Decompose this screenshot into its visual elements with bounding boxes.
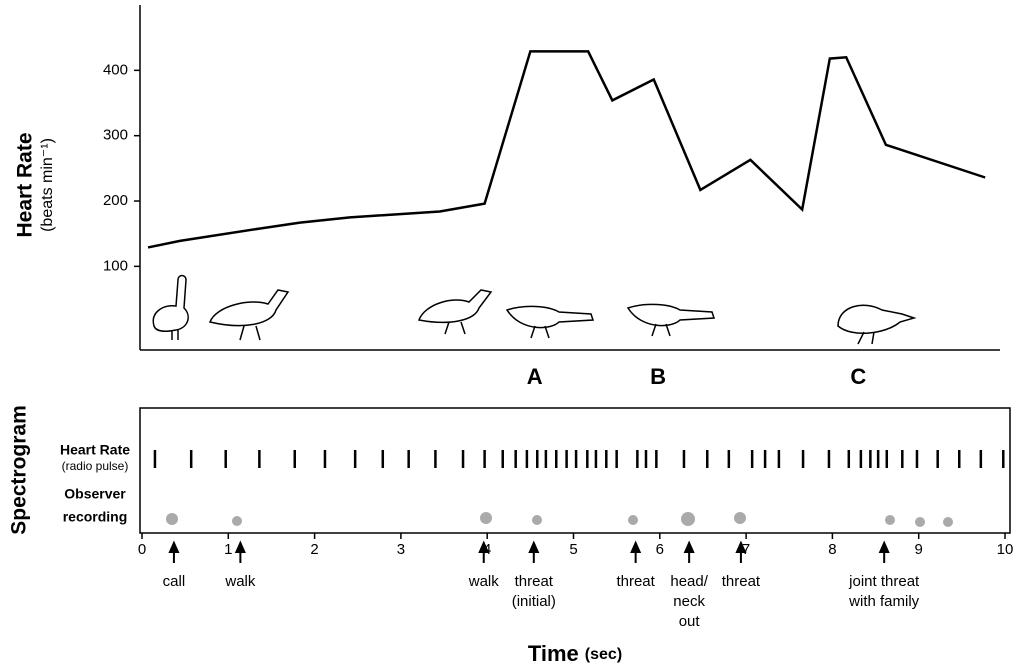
event-arrow: [683, 540, 695, 563]
x-tick-label: 1: [224, 541, 232, 558]
event-arrow: [234, 540, 246, 563]
x-axis-unit: (sec): [585, 646, 622, 663]
row-label: recording: [63, 509, 128, 525]
row-label: (radio pulse): [62, 459, 129, 473]
goose-icon: [626, 303, 716, 337]
event-label: threat: [616, 573, 655, 590]
side-label: Spectrogram: [8, 405, 31, 535]
event-label: threat: [722, 573, 761, 590]
y-tick-label: 400: [103, 61, 128, 78]
y-tick-label: 300: [103, 127, 128, 144]
event-label: joint threat: [848, 573, 920, 590]
spectrogram-frame: [139, 407, 1011, 534]
x-tick-label: 3: [397, 541, 405, 558]
goose-icon: [417, 289, 493, 335]
x-tick-label: 7: [742, 541, 750, 558]
x-tick-label: 8: [828, 541, 836, 558]
event-arrow: [735, 540, 747, 563]
annotation: B: [650, 364, 666, 389]
x-axis-title: Time (sec): [528, 641, 622, 666]
event-label: head/: [670, 573, 708, 590]
event-label: threat: [515, 573, 554, 590]
row-label: Observer: [64, 486, 126, 502]
event-label: walk: [224, 573, 256, 590]
row-label: Heart Rate: [60, 442, 130, 458]
event-label: walk: [468, 573, 500, 590]
annotation: C: [850, 364, 866, 389]
x-tick-label: 5: [569, 541, 577, 558]
x-axis-title-main: Time: [528, 641, 579, 666]
x-tick-label: 6: [656, 541, 664, 558]
x-tick-label: 0: [138, 541, 146, 558]
event-arrow: [630, 540, 642, 563]
event-label: (initial): [512, 593, 556, 610]
x-tick-label: 10: [997, 541, 1014, 558]
event-label: out: [679, 613, 701, 630]
annotation: A: [527, 364, 543, 389]
heart-rate-line: [147, 50, 986, 249]
x-tick-label: 2: [310, 541, 318, 558]
goose-icon: [152, 274, 189, 340]
recording-marks: [166, 512, 953, 527]
y-axis-unit: (beats min⁻¹): [39, 138, 56, 232]
goose-icon: [837, 304, 917, 345]
y-tick-label: 100: [103, 257, 128, 274]
y-tick-label: 200: [103, 192, 128, 209]
event-arrow: [478, 540, 490, 563]
goose-icon: [208, 289, 290, 341]
event-label: call: [163, 573, 186, 590]
event-label: with family: [848, 593, 920, 610]
y-axis-title: Heart Rate: [14, 132, 37, 237]
goose-icon: [505, 305, 595, 339]
x-tick-label: 9: [915, 541, 923, 558]
event-arrow: [168, 540, 180, 563]
event-arrow: [528, 540, 540, 563]
event-label: neck: [673, 593, 705, 610]
event-arrow: [878, 540, 890, 563]
